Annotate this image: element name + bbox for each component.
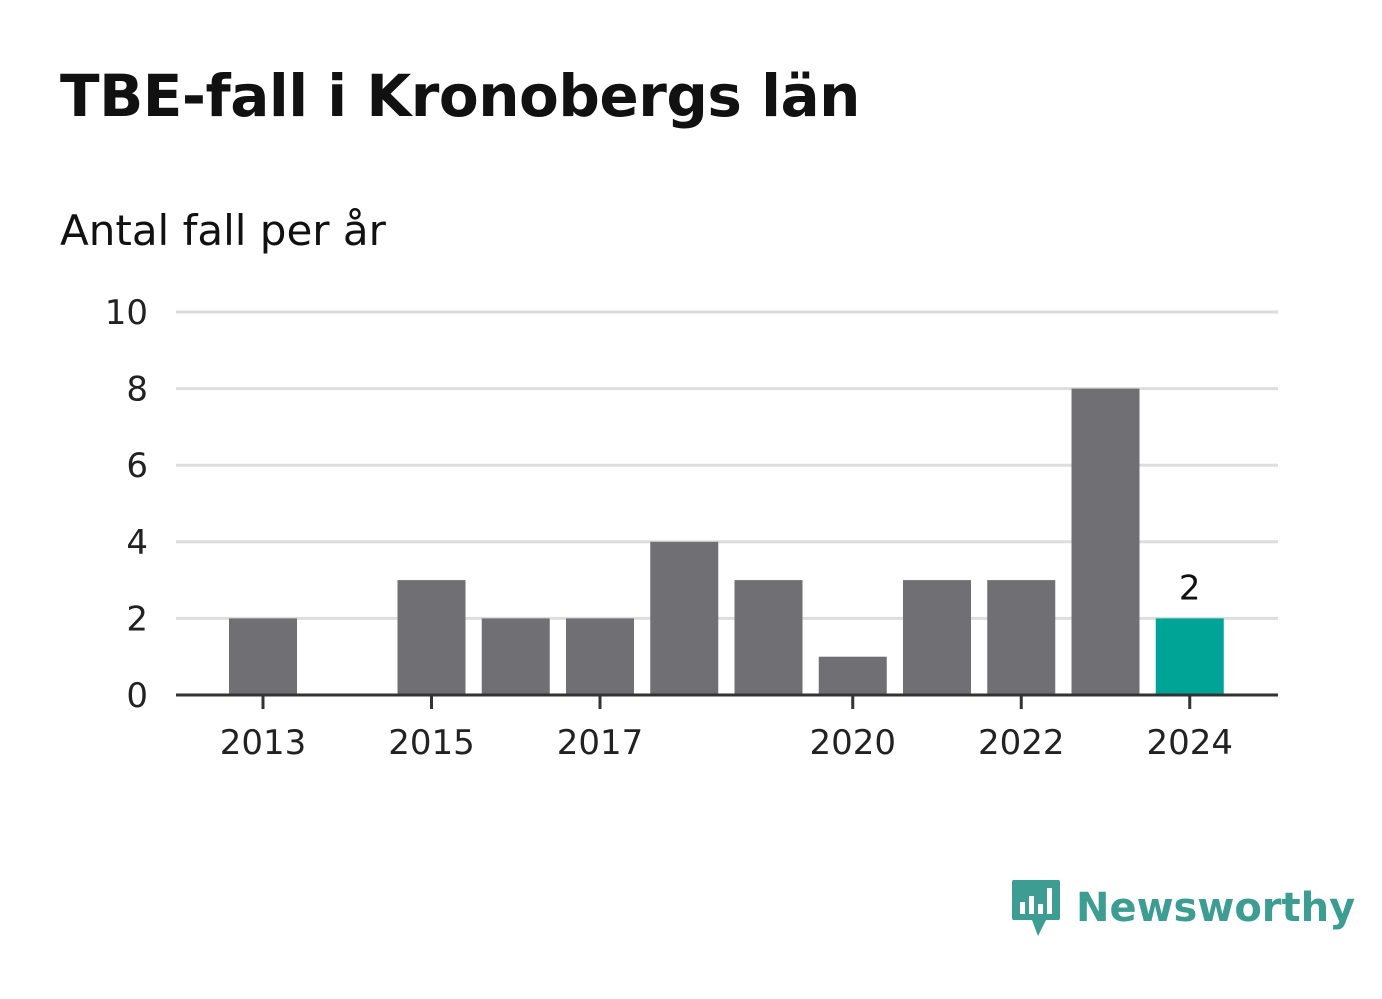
y-tick-label: 6 — [126, 446, 148, 486]
bar-2024 — [1155, 618, 1224, 695]
bar-2013 — [229, 618, 297, 695]
bar-2015 — [397, 580, 466, 695]
data-label: 2 — [1179, 568, 1201, 608]
bar-2023 — [1071, 388, 1140, 695]
bar-2018 — [650, 541, 719, 695]
bar-2021 — [903, 580, 971, 695]
y-tick-label: 8 — [126, 370, 148, 410]
bar-2020 — [818, 656, 887, 695]
brand-name: Newsworthy — [1076, 885, 1356, 931]
bar-2022 — [987, 580, 1056, 695]
y-tick-label: 4 — [126, 523, 148, 563]
x-tick-label: 2022 — [978, 723, 1065, 763]
bar-2016 — [481, 618, 550, 695]
x-tick-label: 2024 — [1146, 723, 1233, 763]
x-axis-ticks: 2013 2015 2017 2020 2022 2024 — [220, 695, 1233, 763]
y-tick-label: 10 — [105, 293, 148, 333]
chart-subtitle: Antal fall per år — [60, 206, 386, 255]
y-tick-label: 2 — [126, 599, 148, 639]
x-tick-label: 2017 — [557, 723, 644, 763]
bar-2019 — [734, 580, 803, 695]
newsworthy-logo-icon — [1012, 880, 1060, 936]
bars — [229, 388, 1224, 695]
bar-2017 — [566, 618, 634, 695]
y-tick-label: 0 — [126, 676, 148, 716]
chart-title: TBE-fall i Kronobergs län — [60, 62, 860, 130]
x-tick-label: 2015 — [388, 723, 475, 763]
newsworthy-brand: Newsworthy — [1010, 878, 1355, 938]
data-labels: 2 — [1179, 568, 1201, 608]
x-tick-label: 2020 — [809, 723, 896, 763]
x-tick-label: 2013 — [220, 723, 307, 763]
y-axis-ticks: 0 2 4 6 8 10 — [105, 293, 148, 716]
